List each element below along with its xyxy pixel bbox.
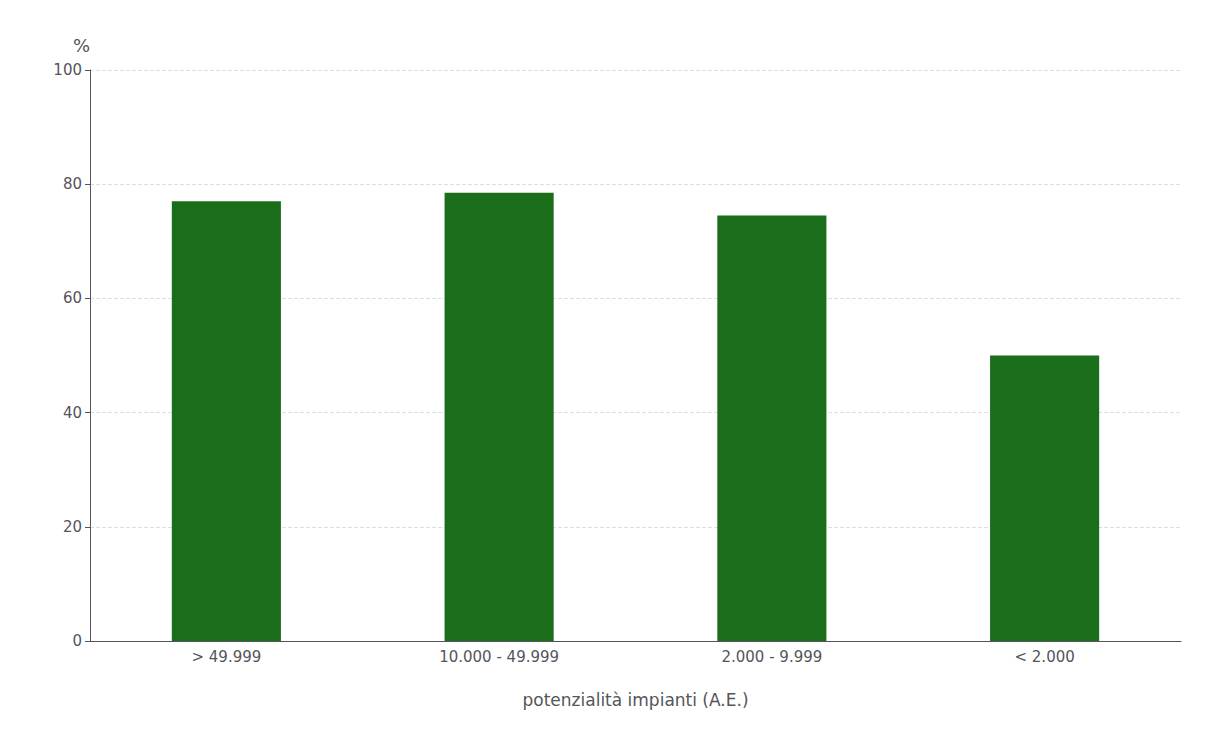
svg-text:100: 100: [53, 61, 82, 79]
svg-text:0: 0: [72, 632, 82, 650]
svg-text:20: 20: [63, 518, 82, 536]
svg-text:potenzialità impianti (A.E.): potenzialità impianti (A.E.): [522, 690, 748, 710]
svg-text:2.000 - 9.999: 2.000 - 9.999: [721, 648, 822, 666]
svg-text:< 2.000: < 2.000: [1014, 648, 1074, 666]
svg-text:40: 40: [63, 404, 82, 422]
svg-text:> 49.999: > 49.999: [191, 648, 261, 666]
svg-text:60: 60: [63, 289, 82, 307]
svg-text:80: 80: [63, 175, 82, 193]
svg-text:%: %: [73, 35, 90, 56]
svg-text:10.000 - 49.999: 10.000 - 49.999: [439, 648, 559, 666]
